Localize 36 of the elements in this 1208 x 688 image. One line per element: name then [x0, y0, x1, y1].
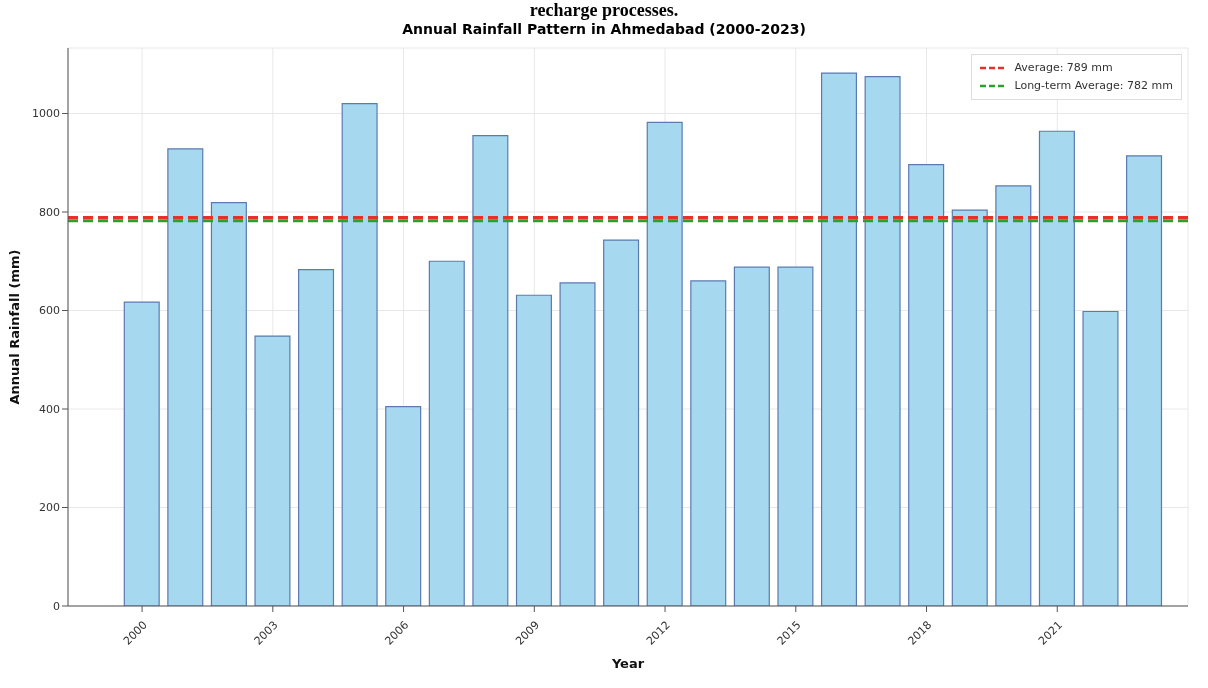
bar: [472, 135, 509, 606]
bar: [733, 266, 770, 606]
y-tick-label: 400: [39, 402, 60, 416]
bar: [1126, 155, 1163, 606]
bar: [820, 72, 858, 606]
bar: [1082, 310, 1119, 606]
legend-label: Average: 789 mm: [1014, 60, 1113, 76]
bar: [1038, 130, 1075, 606]
bar: [298, 269, 335, 606]
bar: [515, 294, 552, 606]
bar: [951, 209, 988, 606]
bar: [254, 335, 291, 606]
text: recharge processes.: [528, 0, 680, 20]
bar: [385, 405, 422, 606]
bar: [123, 301, 160, 606]
legend-label: Long-term Average: 782 mm: [1014, 78, 1173, 94]
bar: [864, 75, 901, 606]
bar: [603, 239, 640, 606]
bar: [690, 280, 727, 606]
y-axis-title: Annual Rainfall (mm): [6, 249, 22, 405]
bar: [908, 164, 945, 606]
chart-title: Annual Rainfall Pattern in Ahmedabad (2000-2023): [401, 20, 807, 38]
y-tick-label: 0: [53, 599, 60, 613]
bar: [341, 103, 378, 606]
y-tick-label: 200: [39, 501, 60, 515]
bar: [777, 266, 814, 606]
bar: [167, 148, 204, 606]
y-tick-label: 600: [39, 304, 60, 318]
bar: [646, 121, 683, 606]
bar: [210, 202, 247, 606]
bar: [995, 185, 1032, 606]
x-axis-title: Year: [610, 656, 645, 671]
bar: [428, 260, 465, 606]
y-tick-label: 1000: [32, 107, 60, 121]
bar: [559, 282, 596, 606]
y-tick-label: 800: [39, 205, 60, 219]
